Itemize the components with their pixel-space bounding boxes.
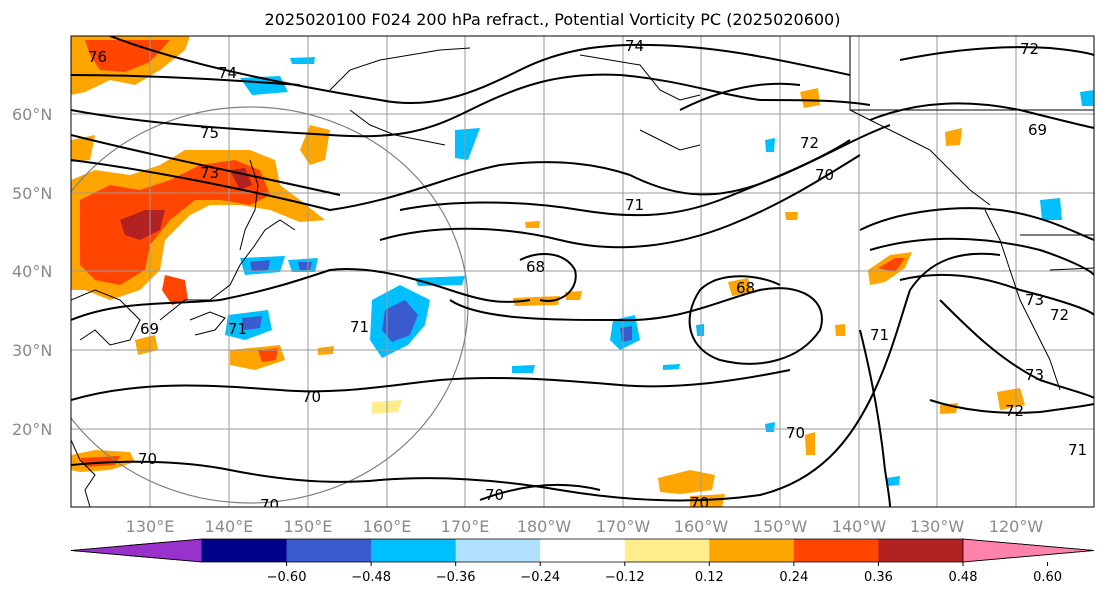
colorbar-segment (202, 539, 288, 562)
map-frame (70, 35, 1095, 508)
colorbar-segment (793, 539, 879, 562)
latitude-labels: 60°N 50°N 40°N 30°N 20°N (12, 105, 52, 439)
contour-label: 74 (218, 64, 237, 82)
contour-label: 76 (88, 48, 107, 66)
colorbar-tick-label: 0.12 (695, 570, 724, 585)
contour-label: 70 (815, 166, 834, 184)
contour-label: 71 (870, 326, 889, 344)
lon-label: 170°W (596, 517, 651, 536)
lon-label: 150°W (753, 517, 808, 536)
colorbar-tick-label: −0.48 (351, 570, 391, 585)
contour-label: 68 (526, 258, 545, 276)
contour-label: 71 (625, 196, 644, 214)
colorbar-segment (878, 539, 964, 562)
coastlines (71, 36, 1094, 507)
contour-label: 75 (200, 124, 219, 142)
contour-label: 70 (485, 486, 504, 504)
lat-label: 40°N (12, 262, 52, 281)
contour-label: 73 (1025, 291, 1044, 309)
colorbar-tick-label: 0.60 (1033, 570, 1062, 585)
colorbar-tick-label: −0.12 (605, 570, 645, 585)
contour-label: 69 (1028, 121, 1047, 139)
longitude-labels: 130°E 140°E 150°E 160°E 170°E 180°W 170°… (126, 517, 1044, 536)
colorbar-segment (286, 539, 372, 562)
colorbar-tick-label: 0.48 (949, 570, 978, 585)
lon-label: 140°E (205, 517, 254, 536)
lon-label: 150°E (284, 517, 333, 536)
colorbar-tick-label: −0.24 (520, 570, 560, 585)
lon-label: 130°W (910, 517, 965, 536)
contour-label: 72 (1050, 306, 1069, 324)
colorbar-tick-label: 0.24 (779, 570, 808, 585)
lat-label: 50°N (12, 184, 52, 203)
contour-label: 70 (690, 494, 709, 512)
colorbar-extend-min (70, 538, 203, 563)
lon-label: 180°W (517, 517, 572, 536)
highlight-circle (71, 106, 469, 504)
pv-shading (71, 36, 1094, 507)
colorbar-outline (70, 538, 1095, 563)
colorbar-tick-label: −0.60 (267, 570, 307, 585)
lat-label: 20°N (12, 420, 52, 439)
contour-label: 71 (350, 318, 369, 336)
colorbar-tick-label: 0.36 (864, 570, 893, 585)
map-title: 2025020100 F024 200 hPa refract., Potent… (264, 10, 841, 29)
contour-label: 71 (1068, 441, 1087, 459)
contour-label: 72 (1020, 40, 1039, 58)
contour-labels: 74 72 76 74 75 73 72 70 71 69 68 68 71 7… (88, 37, 1087, 514)
lat-label: 30°N (12, 341, 52, 360)
lat-label: 60°N (12, 105, 52, 124)
contour-label: 71 (228, 320, 247, 338)
colorbar-extend-max (962, 538, 1095, 563)
colorbar-segment (540, 539, 626, 562)
contour-label: 68 (736, 279, 755, 297)
contours (71, 36, 1094, 507)
lon-label: 140°W (832, 517, 887, 536)
colorbar-segment (371, 539, 457, 562)
colorbar-segment (624, 539, 710, 562)
lon-label: 170°E (441, 517, 490, 536)
lon-label: 160°E (363, 517, 412, 536)
colorbar-segment (709, 539, 795, 562)
contour-label: 73 (200, 164, 219, 182)
contour-label: 70 (138, 450, 157, 468)
contour-label: 74 (625, 37, 644, 55)
contour-label: 70 (302, 388, 321, 406)
contour-label: 69 (140, 320, 159, 338)
contour-label: 72 (1005, 402, 1024, 420)
contour-label: 72 (800, 134, 819, 152)
lon-label: 130°E (126, 517, 175, 536)
contour-label: 70 (786, 424, 805, 442)
contour-label: 70 (260, 496, 279, 514)
lon-label: 120°W (989, 517, 1044, 536)
colorbar-tick-label: −0.36 (436, 570, 476, 585)
lon-label: 160°W (674, 517, 729, 536)
colorbar: −0.60 −0.48 −0.36 −0.24 −0.12 0.12 0.24 0.36 0.4… (70, 538, 1095, 585)
contour-label: 73 (1025, 366, 1044, 384)
colorbar-segment (455, 539, 541, 562)
